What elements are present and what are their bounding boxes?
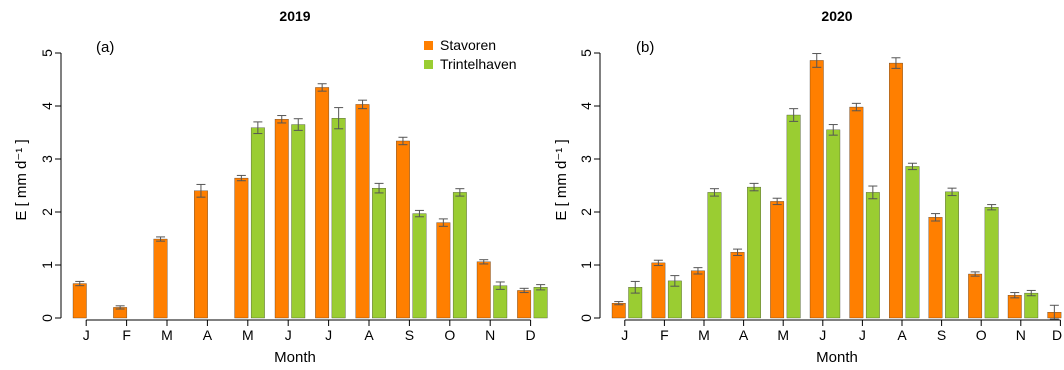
y-tick-label: 5 <box>578 49 594 57</box>
x-tick-label: M <box>777 327 789 343</box>
bar-stavoren <box>274 119 289 319</box>
x-tick-label: M <box>698 327 710 343</box>
bar-trintelhaven <box>1024 292 1039 319</box>
bar-stavoren <box>72 283 87 319</box>
chart-title-2020: 2020 <box>821 8 852 24</box>
x-tick-label: J <box>83 327 90 343</box>
x-tick-label: J <box>819 327 826 343</box>
bar-stavoren <box>928 217 943 319</box>
x-tick-label: F <box>660 327 669 343</box>
bar-stavoren <box>517 290 532 319</box>
y-tick-label: 4 <box>39 102 55 110</box>
x-tick-label: O <box>976 327 987 343</box>
panel-label-b: (b) <box>636 39 654 56</box>
bar-trintelhaven <box>905 166 920 319</box>
bar-trintelhaven <box>493 285 508 319</box>
legend-label-trintelhaven: Trintelhaven <box>440 56 517 72</box>
x-tick-label: F <box>122 327 131 343</box>
bar-stavoren <box>194 190 208 319</box>
x-tick-label: M <box>161 327 173 343</box>
y-axis-label-2019: E [ mm d⁻¹ ] <box>13 139 30 220</box>
bar-stavoren <box>315 87 330 319</box>
y-tick-label: 0 <box>578 314 594 322</box>
bar-trintelhaven <box>452 192 467 319</box>
bar-stavoren <box>396 140 410 319</box>
x-tick-label: D <box>1052 327 1062 343</box>
bar-trintelhaven <box>984 207 999 319</box>
legend-swatch-stavoren <box>424 41 433 50</box>
x-tick-label: S <box>937 327 946 343</box>
bar-stavoren <box>1007 295 1022 319</box>
plot-area-2019: 0 1 2 3 4 5 J F M A M J J A S O N D <box>39 49 548 343</box>
bar-trintelhaven <box>707 192 722 319</box>
bar-trintelhaven <box>291 124 306 319</box>
bar-trintelhaven <box>372 187 386 319</box>
x-tick-label: A <box>897 327 907 343</box>
y-axis-label-2020: E [ mm d⁻¹ ] <box>553 139 570 220</box>
x-tick-label: N <box>485 327 495 343</box>
bar-stavoren <box>889 62 903 319</box>
chart-2019: 2019 (a) Month E [ mm d⁻¹ ] 0 1 2 3 4 5 J F M A M J… <box>13 8 548 366</box>
bar-trintelhaven <box>250 127 265 319</box>
x-tick-label: M <box>242 327 254 343</box>
bar-trintelhaven <box>786 114 801 319</box>
bar-trintelhaven <box>533 287 548 319</box>
bar-stavoren <box>691 270 705 319</box>
y-tick-label: 0 <box>39 314 55 322</box>
bar-stavoren <box>770 201 785 319</box>
bar-trintelhaven <box>747 186 761 319</box>
bar-stavoren <box>849 106 864 319</box>
x-tick-label: A <box>203 327 213 343</box>
x-tick-label: D <box>526 327 536 343</box>
bar-stavoren <box>730 252 745 319</box>
x-tick-label: O <box>444 327 455 343</box>
legend: Stavoren Trintelhaven <box>424 37 517 72</box>
bar-stavoren <box>234 177 249 319</box>
x-tick-label: A <box>364 327 374 343</box>
legend-label-stavoren: Stavoren <box>440 37 496 53</box>
bar-stavoren <box>651 262 666 319</box>
x-tick-label: A <box>739 327 749 343</box>
bar-trintelhaven <box>865 192 880 319</box>
bar-stavoren <box>153 238 168 319</box>
panel-label-a: (a) <box>96 39 114 56</box>
bar-stavoren <box>809 60 824 319</box>
bar-stavoren <box>968 273 983 319</box>
y-tick-label: 5 <box>39 49 55 57</box>
chart-2020: 2020 (b) Month E [ mm d⁻¹ ] 0 1 2 3 4 5 J F M A M J… <box>553 8 1062 366</box>
bar-stavoren <box>355 104 370 319</box>
y-tick-label: 1 <box>578 261 594 269</box>
bar-stavoren <box>436 222 451 319</box>
x-axis-label-2020: Month <box>816 349 858 366</box>
x-tick-label: J <box>859 327 866 343</box>
x-tick-label: J <box>285 327 292 343</box>
y-tick-label: 1 <box>39 261 55 269</box>
bar-trintelhaven <box>412 213 427 319</box>
y-tick-label: 3 <box>39 155 55 163</box>
y-tick-label: 4 <box>578 102 594 110</box>
plot-area-2020: 0 1 2 3 4 5 J F M A M J J A S O N D <box>578 49 1062 343</box>
y-tick-label: 3 <box>578 155 594 163</box>
bar-trintelhaven <box>826 129 841 319</box>
legend-swatch-trintelhaven <box>424 60 433 69</box>
x-axis-label-2019: Month <box>274 349 316 366</box>
y-tick-label: 2 <box>39 208 55 216</box>
bar-trintelhaven <box>945 191 959 319</box>
y-tick-label: 2 <box>578 208 594 216</box>
x-tick-label: S <box>405 327 414 343</box>
x-tick-label: N <box>1016 327 1026 343</box>
bar-trintelhaven <box>331 118 346 319</box>
bar-stavoren <box>611 303 626 319</box>
bar-stavoren <box>476 261 491 319</box>
x-tick-label: J <box>621 327 628 343</box>
x-tick-label: J <box>325 327 332 343</box>
chart-title-2019: 2019 <box>279 8 310 24</box>
